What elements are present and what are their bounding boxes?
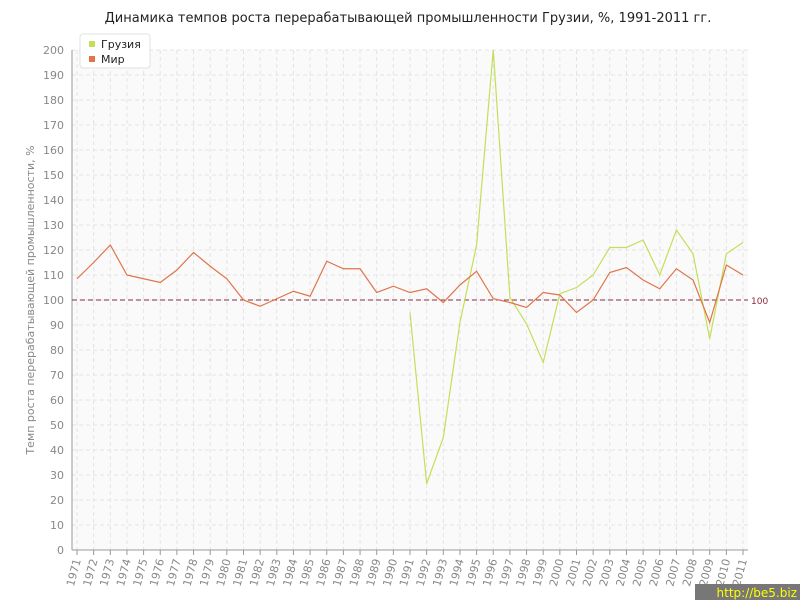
- y-tick-label: 160: [43, 144, 64, 157]
- y-tick-label: 10: [50, 519, 64, 532]
- y-tick-label: 40: [50, 444, 64, 457]
- y-tick-label: 100: [43, 294, 64, 307]
- y-tick-label: 170: [43, 119, 64, 132]
- watermark-bg: [695, 584, 800, 600]
- y-tick-label: 70: [50, 369, 64, 382]
- x-tick-label: 2011: [730, 557, 750, 587]
- y-tick-label: 190: [43, 69, 64, 82]
- watermark: http://be5.biz: [717, 586, 797, 600]
- legend: Грузия Мир: [79, 33, 151, 69]
- y-tick-label: 30: [50, 469, 64, 482]
- y-tick-label: 140: [43, 194, 64, 207]
- y-tick-label: 90: [50, 319, 64, 332]
- y-tick-label: 150: [43, 169, 64, 182]
- y-axis-label: Темп роста перерабатывающей промышленнос…: [24, 145, 37, 455]
- y-tick-label: 130: [43, 219, 64, 232]
- chart-title: Динамика темпов роста перерабатывающей п…: [105, 11, 712, 26]
- y-tick-label: 110: [43, 269, 64, 282]
- y-tick-label: 120: [43, 244, 64, 257]
- y-tick-label: 60: [50, 394, 64, 407]
- y-tick-label: 80: [50, 344, 64, 357]
- series-line: [409, 49, 744, 484]
- y-tick-label: 200: [43, 44, 64, 57]
- legend-marker: [89, 56, 95, 62]
- y-tick-label: 180: [43, 94, 64, 107]
- reference-label: 100: [751, 297, 768, 307]
- y-tick-label: 20: [50, 494, 64, 507]
- legend-label: Грузия: [101, 38, 141, 51]
- y-tick-label: 0: [57, 544, 64, 557]
- y-tick-label: 50: [50, 419, 64, 432]
- series-line: [76, 243, 744, 325]
- legend-label: Мир: [101, 53, 125, 66]
- legend-marker: [89, 41, 95, 47]
- legend-box: [79, 33, 151, 69]
